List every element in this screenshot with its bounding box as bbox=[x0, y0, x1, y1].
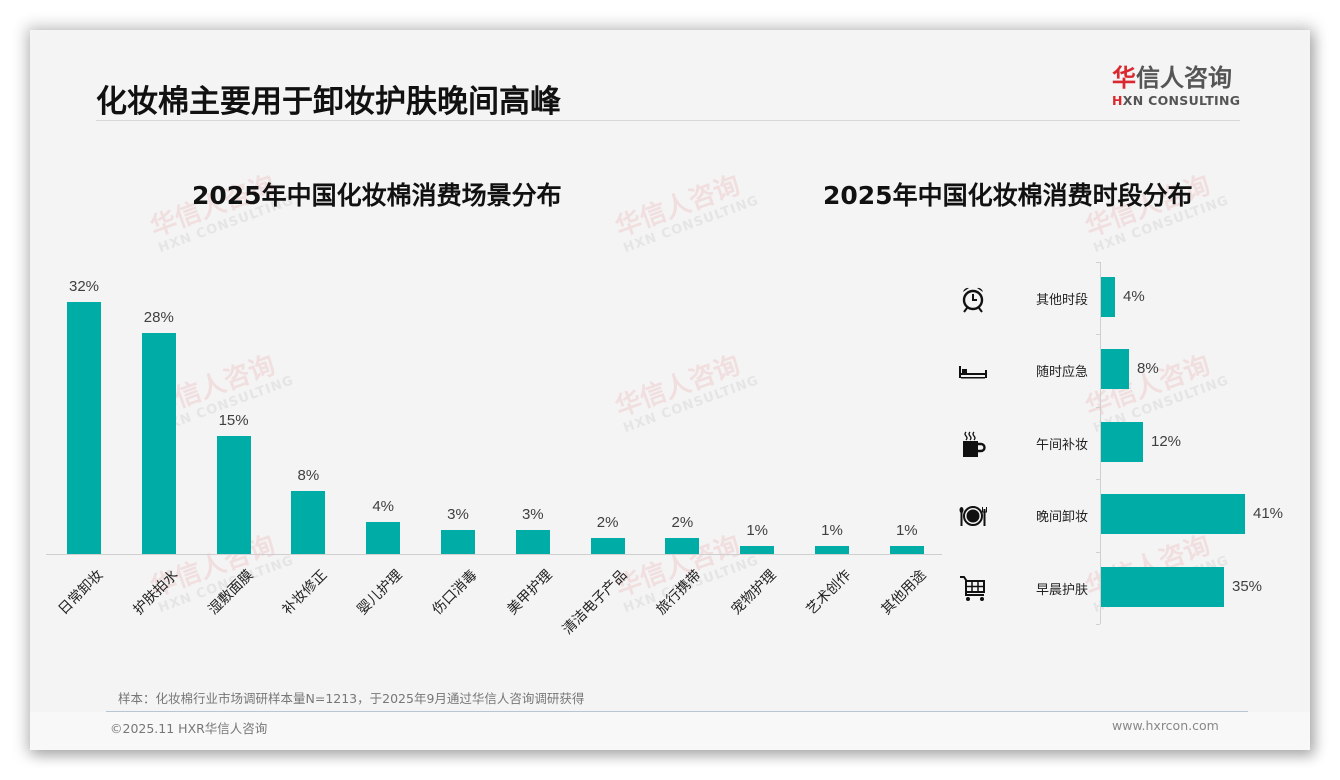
footer-divider bbox=[106, 711, 1248, 712]
page-title: 化妆棉主要用于卸妆护肤晚间高峰 bbox=[96, 84, 561, 120]
footer-band bbox=[30, 712, 1310, 750]
bar bbox=[216, 436, 251, 554]
y-axis-line bbox=[1100, 262, 1101, 624]
bar-value-label: 1% bbox=[821, 522, 843, 539]
bar-value-label: 2% bbox=[671, 514, 694, 531]
axis-tick bbox=[1096, 552, 1100, 553]
axis-tick bbox=[1096, 334, 1100, 335]
category-label: 早晨护肤 bbox=[1036, 583, 1089, 598]
bar-value-label: 41% bbox=[1253, 505, 1284, 522]
shopping-cart-icon bbox=[958, 574, 988, 604]
copyright-text: ©2025.11 HXR华信人咨询 bbox=[110, 721, 268, 736]
bar-value-label: 28% bbox=[143, 309, 174, 326]
bar-row: 随时应急 8% bbox=[950, 334, 1310, 406]
alarm-clock-icon bbox=[958, 284, 988, 314]
bar bbox=[740, 546, 775, 554]
bar bbox=[1101, 349, 1129, 389]
bar-row: 晚间卸妆 41% bbox=[950, 479, 1310, 551]
category-label: 美甲护理 bbox=[504, 567, 556, 619]
logo-cn: 华信人咨询 bbox=[1112, 64, 1232, 92]
coffee-mug-icon bbox=[958, 429, 988, 459]
bar bbox=[515, 530, 550, 554]
bar-value-label: 4% bbox=[372, 498, 395, 515]
category-label: 随时应急 bbox=[1036, 365, 1089, 380]
category-label: 婴儿护理 bbox=[354, 567, 406, 619]
plate-cutlery-icon bbox=[958, 501, 988, 531]
axis-tick bbox=[1096, 624, 1100, 625]
title-divider bbox=[96, 120, 1240, 121]
bar-value-label: 1% bbox=[746, 522, 769, 539]
category-label: 晚间卸妆 bbox=[1036, 510, 1089, 525]
bar bbox=[1101, 567, 1224, 607]
category-label: 其他用途 bbox=[878, 567, 930, 619]
bar-row: 其他时段 4% bbox=[950, 262, 1310, 334]
time-chart-title: 2025年中国化妆棉消费时段分布 bbox=[823, 181, 1193, 210]
company-logo: 华信人咨询 HXN CONSULTING bbox=[1112, 64, 1242, 108]
bar-value-label: 15% bbox=[218, 412, 249, 429]
bar bbox=[1101, 494, 1245, 534]
bar bbox=[291, 491, 326, 554]
bar bbox=[441, 530, 475, 554]
bar bbox=[366, 522, 401, 554]
sample-note: 样本：化妆棉行业市场调研样本量N=1213，于2025年9月通过华信人咨询调研获… bbox=[118, 691, 585, 706]
bar bbox=[67, 302, 101, 554]
bed-icon bbox=[958, 356, 988, 386]
bar bbox=[141, 333, 176, 554]
category-label: 补妆修正 bbox=[279, 567, 331, 619]
axis-tick bbox=[1096, 407, 1100, 408]
bar bbox=[1101, 422, 1143, 462]
bar-row: 午间补妆 12% bbox=[950, 407, 1310, 479]
category-label: 旅行携带 bbox=[653, 567, 705, 619]
category-label: 湿敷面膜 bbox=[205, 567, 257, 619]
category-label: 午间补妆 bbox=[1036, 438, 1089, 453]
bar-value-label: 2% bbox=[596, 514, 619, 531]
scene-bar-chart: 32% 日常卸妆 28% 护肤拍水 15% 湿敷面膜 8% 补妆修正 4% 婴儿护理 3% 伤口消毒 3… bbox=[46, 270, 942, 638]
axis-tick bbox=[1096, 262, 1100, 263]
bar bbox=[1101, 277, 1115, 317]
category-label: 日常卸妆 bbox=[55, 567, 107, 619]
bar-value-label: 12% bbox=[1151, 433, 1182, 450]
bar-value-label: 4% bbox=[1123, 288, 1145, 305]
axis-tick bbox=[1096, 479, 1100, 480]
bar-value-label: 3% bbox=[447, 506, 469, 523]
bar-value-label: 32% bbox=[68, 278, 100, 295]
bar-value-label: 8% bbox=[1137, 360, 1159, 377]
category-label: 宠物护理 bbox=[728, 567, 780, 619]
bar-row: 早晨护肤 35% bbox=[950, 552, 1310, 624]
category-label: 其他时段 bbox=[1036, 293, 1089, 308]
category-label: 艺术创作 bbox=[803, 567, 855, 619]
category-label: 清洁电子产品 bbox=[559, 567, 631, 638]
bar-value-label: 35% bbox=[1232, 578, 1263, 595]
bar bbox=[889, 546, 924, 554]
logo-en: HXN CONSULTING bbox=[1112, 93, 1241, 108]
bar-value-label: 1% bbox=[895, 522, 918, 539]
x-axis-baseline bbox=[46, 554, 942, 555]
bar bbox=[815, 546, 849, 554]
bar bbox=[590, 538, 625, 554]
time-bar-chart: 其他时段 4% 随时应急 8% 午间补妆 12% 晚间卸妆 41% 早晨护肤 35% bbox=[950, 262, 1310, 625]
category-label: 伤口消毒 bbox=[429, 567, 481, 619]
bar-value-label: 3% bbox=[521, 506, 544, 523]
bar bbox=[665, 538, 700, 554]
website-link[interactable]: www.hxrcon.com bbox=[1112, 718, 1219, 733]
category-label: 护肤拍水 bbox=[130, 567, 182, 619]
slide: 化妆棉主要用于卸妆护肤晚间高峰 华信人咨询 HXN CONSULTING 华信人… bbox=[30, 30, 1310, 750]
scene-chart-title: 2025年中国化妆棉消费场景分布 bbox=[192, 181, 562, 210]
bar-value-label: 8% bbox=[297, 467, 320, 484]
